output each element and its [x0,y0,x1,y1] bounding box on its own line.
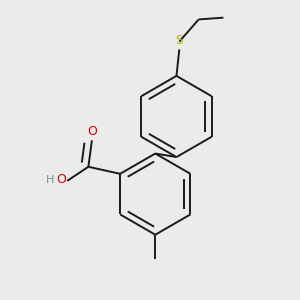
Text: S: S [176,34,183,47]
Text: O: O [88,125,98,138]
Text: H: H [46,175,54,185]
Text: O: O [56,173,66,186]
